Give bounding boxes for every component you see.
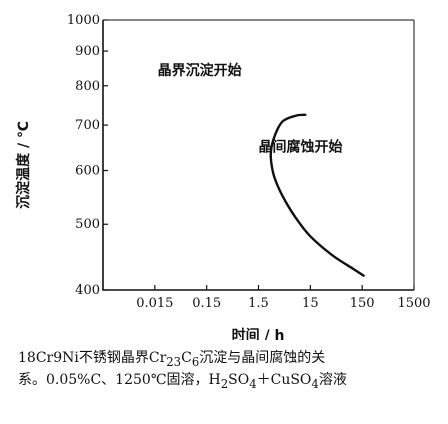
caption-line-2: 系。0.05%C、1250℃固溶，H2SO4＋CuSO4溶液	[18, 372, 347, 391]
series-line	[269, 113, 365, 277]
y-tick-label: 700	[75, 118, 100, 133]
x-axis-title: 时间 / h	[232, 327, 285, 340]
chart: 400 500 600 700 800 900 1000 0.015 0.15 1.5 15 150…	[15, 13, 431, 340]
x-tick-label: 1500	[397, 296, 430, 311]
x-tick-label: 1.5	[248, 296, 269, 311]
y-tick-label: 900	[75, 44, 100, 59]
annotation-label: 晶界沉淀开始	[158, 62, 242, 79]
x-tick-label: 15	[302, 296, 319, 311]
y-tick-label: 800	[75, 79, 100, 94]
x-tick-label: 0.15	[192, 296, 221, 311]
y-tick-label: 400	[75, 283, 100, 298]
x-tick-label: 0.015	[136, 296, 173, 311]
x-tick-label: 150	[350, 296, 375, 311]
y-axis-ticks: 400 500 600 700 800 900 1000	[67, 13, 108, 298]
y-tick-label: 1000	[67, 13, 100, 28]
annotation-label: 晶间腐蚀开始	[259, 139, 343, 156]
caption-line-1: 18Cr9Ni不锈钢晶界Cr23C6沉淀与晶间腐蚀的关	[18, 350, 326, 369]
series-layer	[269, 113, 365, 277]
y-tick-label: 500	[75, 217, 100, 232]
x-axis-ticks: 0.015 0.15 1.5 15 150 1500	[136, 285, 431, 311]
y-tick-label: 600	[75, 164, 100, 179]
y-axis-title: 沉淀温度 / ℃	[15, 121, 32, 209]
